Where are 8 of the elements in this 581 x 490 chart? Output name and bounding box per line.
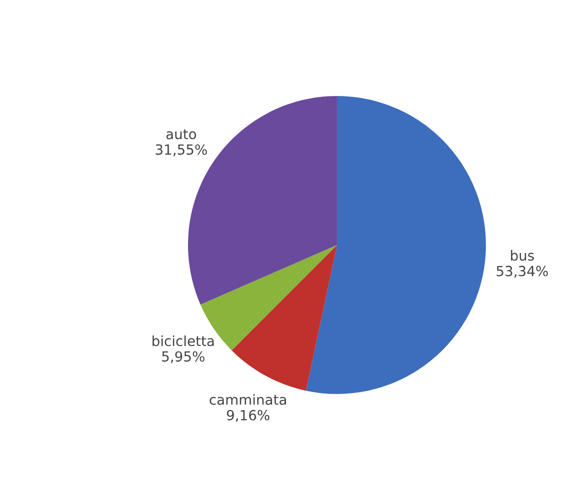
slice-label: auto — [166, 129, 196, 140]
slice-label: bicicletta — [152, 335, 214, 346]
data-label: 5,95% — [162, 351, 204, 364]
data-label: 53,34% — [496, 266, 548, 278]
data-label: 9,16% — [226, 410, 270, 422]
slice-label: bus — [510, 250, 534, 261]
slice-label: camminata — [210, 394, 286, 405]
data-label: 31,55% — [156, 144, 207, 156]
